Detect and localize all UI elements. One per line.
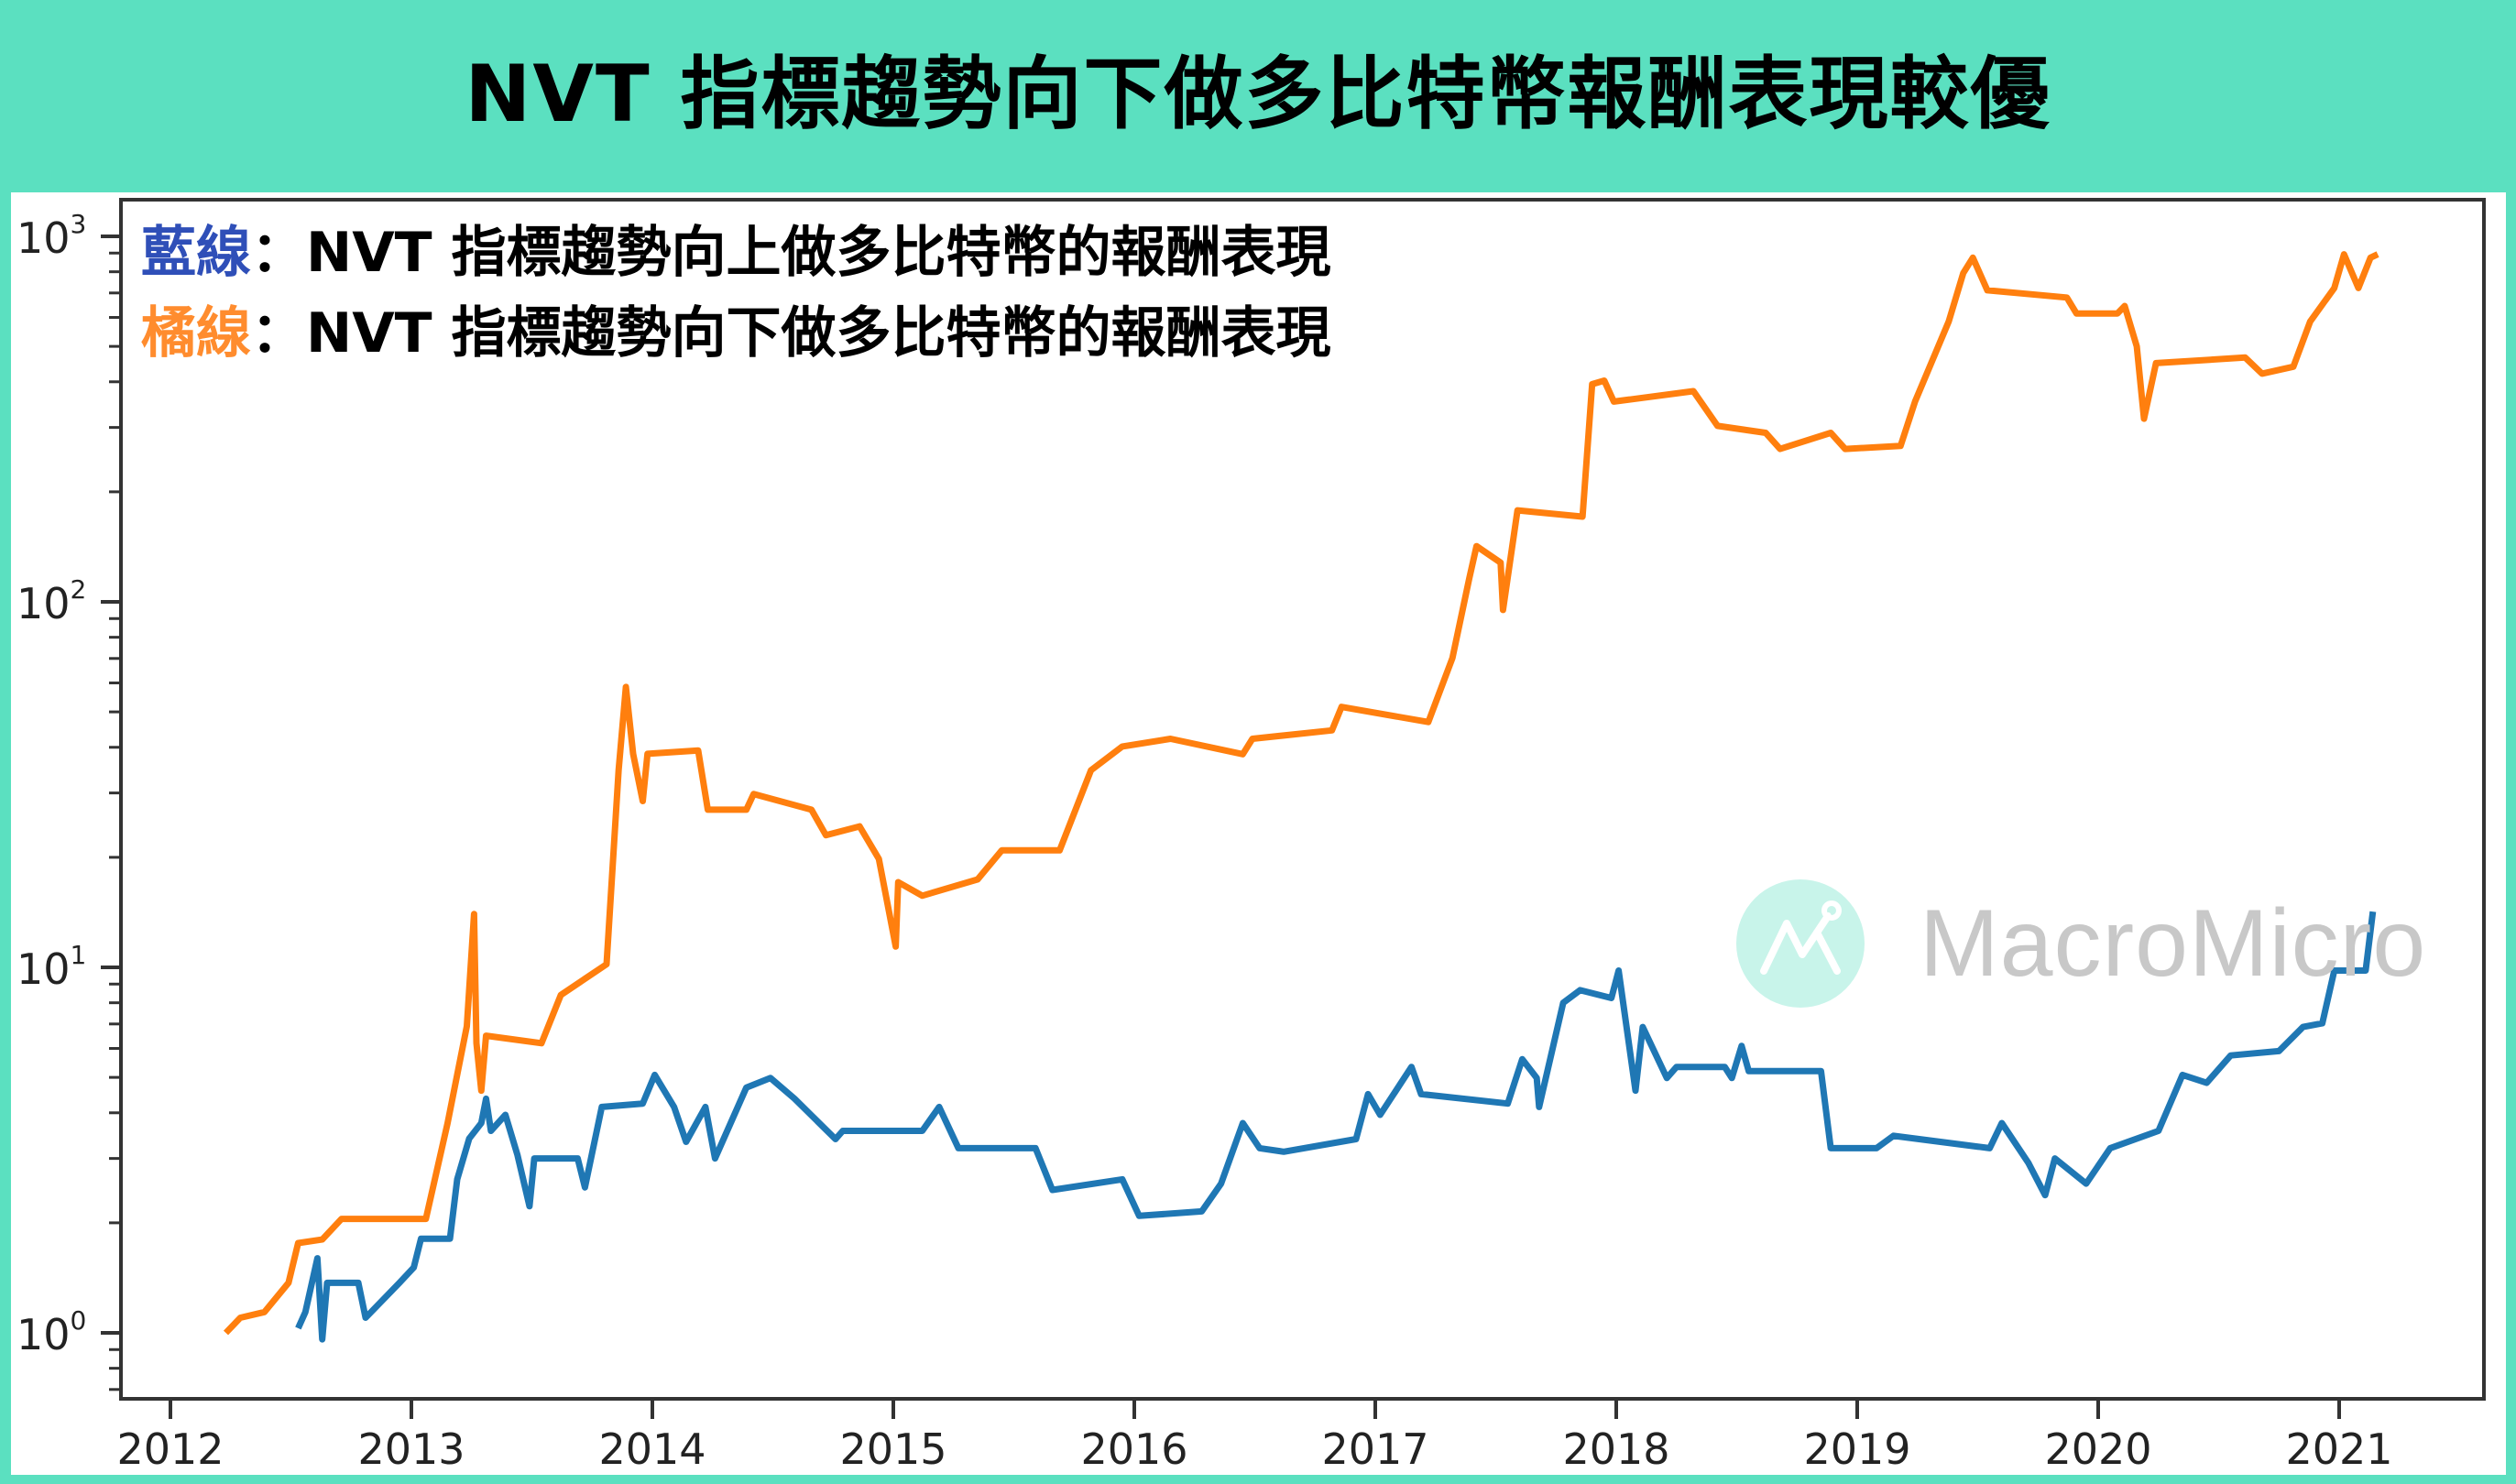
y-tick-label: 102	[16, 574, 86, 628]
legend-text-orange: NVT 指標趨勢向下做多比特幣的報酬表現	[306, 301, 1331, 366]
y-tick-label: 103	[16, 209, 86, 263]
legend-item-blue: 藍線：NVT 指標趨勢向上做多比特幣的報酬表現	[141, 213, 1330, 293]
x-tick-label: 2013	[357, 1424, 465, 1474]
legend-separator: ：	[251, 301, 306, 366]
x-tick-label: 2015	[839, 1424, 946, 1474]
blue-series-line	[295, 911, 2377, 1343]
chart-legend: 藍線：NVT 指標趨勢向上做多比特幣的報酬表現 橘線：NVT 指標趨勢向下做多比…	[137, 213, 1339, 383]
page-title: NVT 指標趨勢向下做多比特幣報酬表現較優	[465, 49, 2051, 140]
legend-item-orange: 橘線：NVT 指標趨勢向下做多比特幣的報酬表現	[141, 293, 1330, 374]
watermark: MacroMicro	[1736, 879, 2426, 1008]
legend-text-blue: NVT 指標趨勢向上做多比特幣的報酬表現	[306, 221, 1331, 285]
series-layer	[223, 251, 2379, 1343]
x-tick-label: 2020	[2044, 1424, 2151, 1474]
x-tick-label: 2017	[1321, 1424, 1428, 1474]
y-tick-label: 101	[16, 940, 86, 994]
orange-series-line	[223, 251, 2379, 1336]
legend-separator: ：	[251, 221, 306, 285]
x-tick-label: 2021	[2285, 1424, 2392, 1474]
macromicro-logo-icon	[1736, 879, 1865, 1008]
plot-frame	[119, 198, 2486, 1401]
y-axis: 100 101 102 103	[16, 209, 121, 1391]
chart-panel	[11, 192, 2506, 1475]
watermark-text: MacroMicro	[1920, 889, 2427, 997]
legend-label-orange: 橘線	[141, 301, 251, 366]
x-tick-label: 2012	[116, 1424, 224, 1474]
x-tick-label: 2019	[1803, 1424, 1910, 1474]
x-tick-label: 2016	[1080, 1424, 1187, 1474]
legend-label-blue: 藍線	[141, 221, 251, 285]
x-axis: 2012 2013 2014 2015 2016 2017 2018 2019 2020 2021	[116, 1399, 2393, 1474]
y-tick-label: 100	[16, 1305, 86, 1359]
x-tick-label: 2014	[598, 1424, 706, 1474]
x-tick-label: 2018	[1562, 1424, 1669, 1474]
